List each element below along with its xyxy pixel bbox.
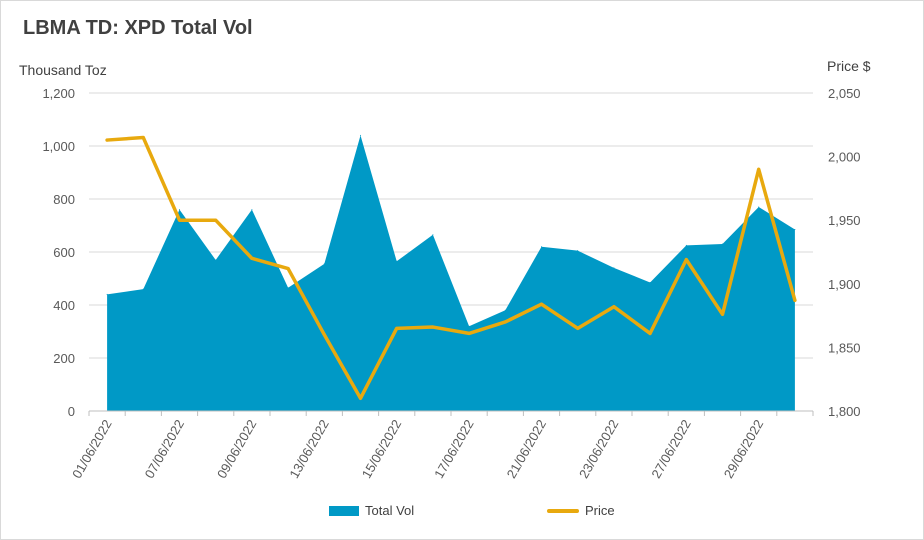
total-vol-point [722, 243, 723, 245]
right-tick-label: 1,800 [828, 404, 861, 419]
price-point [250, 256, 254, 260]
total-vol-point [251, 209, 253, 211]
x-tick-label: 23/06/2022 [576, 417, 622, 481]
total-vol-point [179, 209, 180, 211]
price-point [105, 138, 109, 142]
x-tick-label: 01/06/2022 [69, 417, 115, 481]
area-series-layer [89, 134, 813, 412]
total-vol-point [504, 309, 506, 311]
right-axis-title: Price $ [827, 58, 871, 74]
legend-label-total-vol: Total Vol [365, 503, 415, 518]
price-point [540, 302, 543, 306]
price-point [359, 396, 362, 400]
price-point [141, 136, 145, 140]
left-tick-label: 400 [53, 298, 75, 313]
price-point [178, 218, 181, 222]
total-vol-point [649, 281, 651, 283]
price-point [214, 218, 218, 222]
x-tick-label: 29/06/2022 [721, 417, 767, 481]
legend-swatch-price [547, 508, 579, 513]
total-vol-point [541, 246, 542, 248]
price-point [576, 326, 580, 330]
x-tick-label: 09/06/2022 [214, 417, 260, 481]
chart-title: LBMA TD: XPD Total Vol [23, 17, 253, 39]
total-vol-point [142, 288, 144, 290]
price-line [105, 135, 797, 401]
x-tick-label: 07/06/2022 [142, 417, 188, 481]
left-tick-label: 800 [53, 192, 75, 207]
price-point [322, 333, 326, 337]
total-vol-point [758, 206, 760, 208]
price-point [757, 167, 761, 171]
total-vol-point [215, 259, 217, 261]
price-point [395, 326, 399, 330]
x-tick-label: 27/06/2022 [648, 417, 694, 481]
left-tick-label: 200 [53, 351, 75, 366]
right-tick-label: 2,000 [828, 150, 861, 165]
left-axis-ticks: 0 200 400 600 800 1,000 1,200 [42, 86, 75, 419]
total-vol-area [107, 135, 795, 411]
line-series-layer [105, 135, 797, 401]
total-vol-point [577, 250, 579, 252]
x-tick-label: 13/06/2022 [286, 417, 332, 481]
total-vol-point [287, 287, 289, 289]
total-vol-point [794, 228, 796, 230]
legend: Total Vol Price [1, 503, 923, 521]
left-tick-label: 0 [68, 404, 75, 419]
price-point [648, 331, 652, 335]
total-vol-point [432, 234, 434, 236]
x-axis-ticks: 01/06/2022 07/06/2022 09/06/2022 13/06/2022… [69, 411, 814, 481]
right-tick-label: 2,050 [828, 86, 861, 101]
price-point [503, 320, 507, 324]
legend-item-total-vol: Total Vol [329, 503, 414, 518]
total-vol-point [685, 244, 687, 246]
right-axis-ticks: 1,800 1,850 1,900 1,950 2,000 2,050 [828, 86, 861, 419]
price-point [721, 312, 724, 316]
total-vol-point [396, 260, 398, 262]
legend-swatch-total-vol [329, 505, 359, 516]
x-tick-label: 21/06/2022 [504, 417, 550, 481]
total-vol-point [613, 267, 615, 269]
price-point [793, 298, 797, 302]
price-point [684, 258, 688, 262]
total-vol-point [360, 134, 361, 136]
total-vol-point [323, 263, 325, 265]
legend-label-price: Price [585, 503, 615, 518]
left-tick-label: 1,000 [42, 139, 75, 154]
right-tick-label: 1,900 [828, 277, 861, 292]
price-point [431, 325, 435, 329]
total-vol-point [468, 325, 470, 327]
left-axis-title: Thousand Toz [19, 62, 107, 78]
x-tick-label: 17/06/2022 [431, 417, 477, 481]
legend-item-price: Price [547, 503, 615, 518]
total-vol-point [106, 293, 108, 295]
left-tick-label: 600 [53, 245, 75, 260]
price-point [286, 267, 290, 271]
price-point [467, 331, 471, 335]
right-tick-label: 1,950 [828, 213, 861, 228]
price-point [612, 305, 616, 309]
left-tick-label: 1,200 [42, 86, 75, 101]
x-tick-label: 15/06/2022 [359, 417, 405, 481]
right-tick-label: 1,850 [828, 340, 861, 355]
